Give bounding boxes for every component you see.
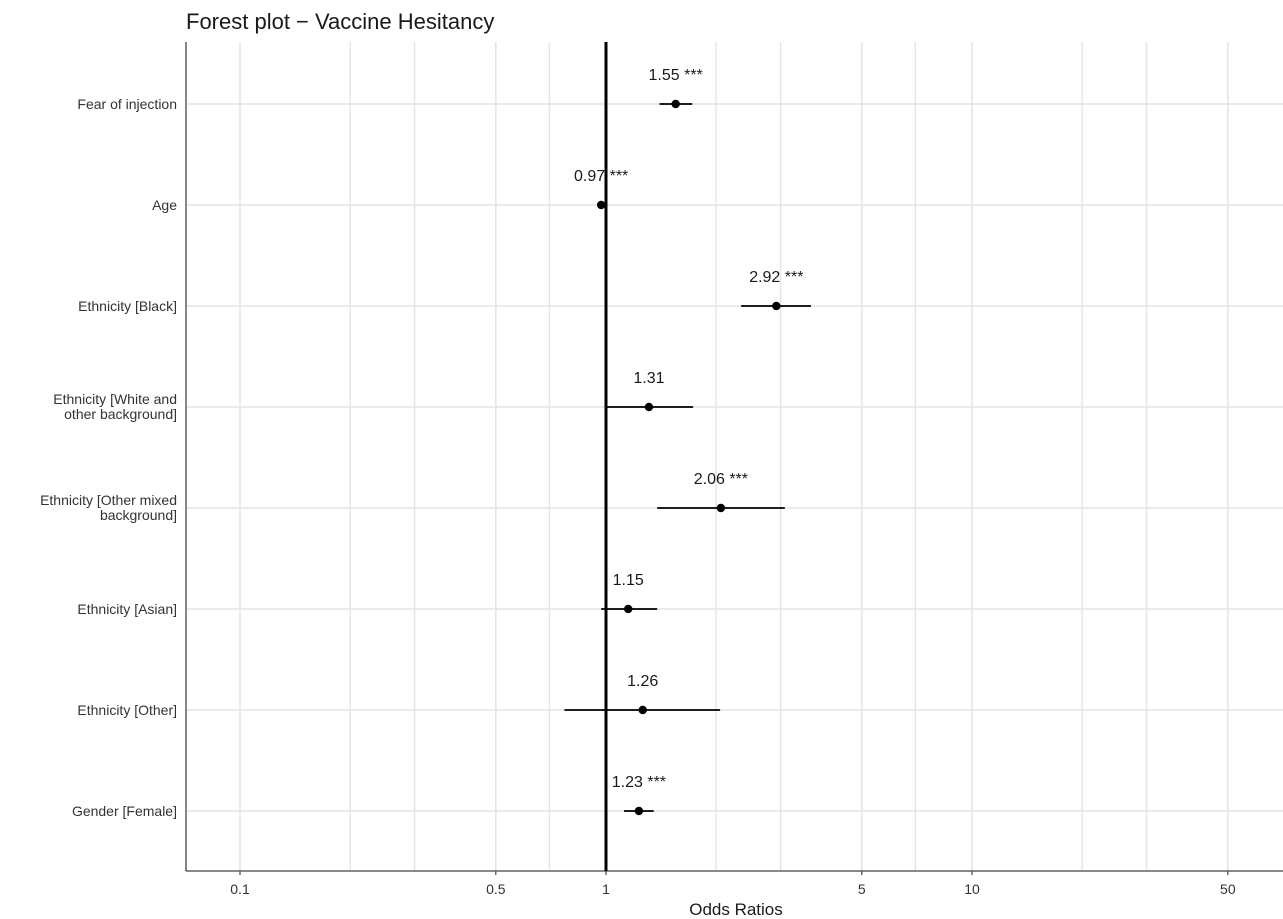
x-tick-label: 1: [602, 881, 610, 897]
odds-ratio-label: 1.23 ***: [612, 774, 666, 791]
x-tick-label: 5: [858, 881, 866, 897]
forest-row: Ethnicity [Asian] 1.15: [77, 572, 658, 617]
x-tick-label: 0.5: [486, 881, 506, 897]
forest-row: Age 0.97 ***: [152, 168, 628, 213]
odds-ratio-label: 2.06 ***: [694, 471, 748, 488]
odds-ratio-point: [596, 200, 606, 210]
y-category-label-line: Ethnicity [White and: [53, 391, 177, 407]
forest-row: Fear of injection 1.55 ***: [77, 67, 702, 112]
y-category-label-line: background]: [100, 507, 177, 523]
odds-ratio-point: [772, 301, 781, 311]
forest-row: Gender [Female] 1.23 ***: [72, 774, 666, 819]
y-category-label-line: Ethnicity [Asian]: [77, 601, 177, 617]
y-category-label-line: Fear of injection: [77, 96, 177, 112]
y-category-label: Gender [Female]: [72, 803, 177, 819]
y-category-label-line: Gender [Female]: [72, 803, 177, 819]
y-category-label: Ethnicity [Black]: [78, 298, 177, 314]
odds-ratio-label: 0.97 ***: [574, 168, 628, 185]
y-category-label-line: Ethnicity [Black]: [78, 298, 177, 314]
grid: [186, 42, 1283, 871]
y-category-label: Ethnicity [Other]: [77, 702, 177, 718]
forest-row: Ethnicity [White and other background] 1.3…: [53, 370, 694, 422]
odds-ratio-point: [716, 503, 726, 513]
forest-row: Ethnicity [Other] 1.26: [77, 673, 721, 718]
y-category-label-line: Age: [152, 197, 177, 213]
odds-ratio-label: 1.26: [627, 673, 658, 690]
x-tick-label: 0.1: [230, 881, 250, 897]
y-category-label: Age: [152, 197, 177, 213]
odds-ratio-label: 1.31: [633, 370, 664, 387]
odds-ratio-label: 1.15: [613, 572, 644, 589]
odds-ratio-label: 1.55 ***: [649, 67, 703, 84]
y-category-label-line: Ethnicity [Other mixed: [40, 492, 177, 508]
odds-ratio-label: 2.92 ***: [749, 269, 803, 286]
odds-ratio-point: [624, 604, 633, 614]
chart-title: Forest plot − Vaccine Hesitancy: [186, 9, 494, 34]
x-tick-label: 50: [1220, 881, 1236, 897]
y-category-label: Ethnicity [Asian]: [77, 601, 177, 617]
odds-ratio-point: [634, 806, 644, 816]
x-axis-title: Odds Ratios: [689, 900, 783, 919]
forest-row: Ethnicity [Black] 2.92 ***: [78, 269, 811, 314]
axes: 0.1 0.5 1 5 10 50: [185, 42, 1283, 897]
y-category-label-line: other background]: [64, 406, 177, 422]
odds-ratio-point: [644, 402, 654, 412]
y-category-label: Fear of injection: [77, 96, 177, 112]
forest-row: Ethnicity [Other mixed background] 2.06 **…: [40, 471, 785, 523]
y-category-label: Ethnicity [White and other background]: [53, 391, 177, 422]
y-category-label-line: Ethnicity [Other]: [77, 702, 177, 718]
y-category-label: Ethnicity [Other mixed background]: [40, 492, 177, 523]
odds-ratio-point: [638, 705, 647, 715]
odds-ratio-point: [671, 99, 680, 109]
x-tick-label: 10: [964, 881, 980, 897]
forest-rows: Fear of injection 1.55 *** Age 0.97 *** Ethn…: [40, 67, 811, 819]
